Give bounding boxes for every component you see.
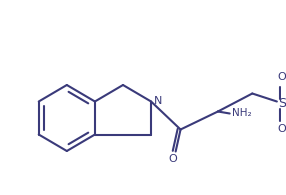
Text: O: O (277, 124, 286, 135)
Text: O: O (168, 154, 177, 165)
Text: O: O (277, 73, 286, 82)
Text: S: S (278, 97, 286, 110)
Text: N: N (154, 97, 162, 106)
Text: NH₂: NH₂ (232, 108, 251, 119)
